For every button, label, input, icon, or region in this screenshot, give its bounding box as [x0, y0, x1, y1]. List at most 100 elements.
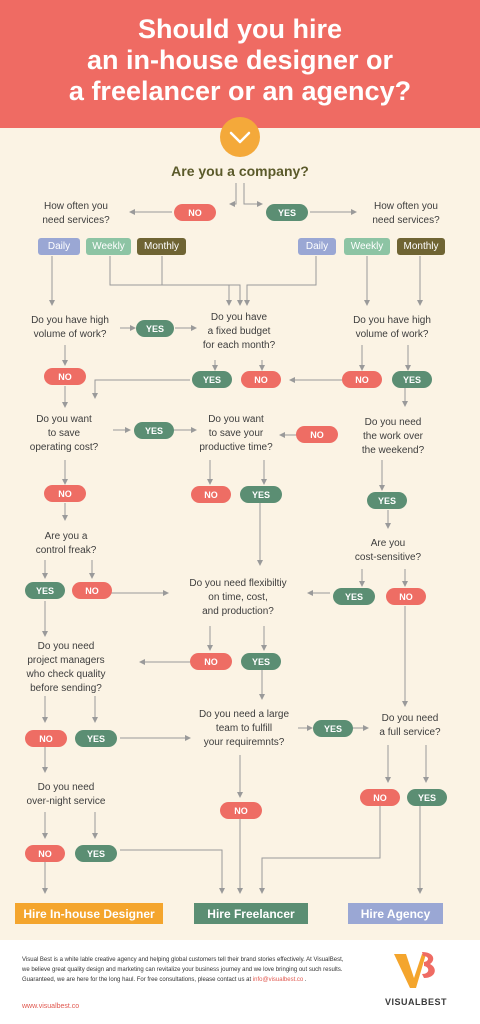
no-label: NO [399, 591, 413, 602]
yes-button[interactable]: YES [313, 720, 353, 737]
question-line: How often you [374, 201, 438, 212]
question-line: the work over [362, 431, 424, 442]
no-label: NO [355, 374, 369, 385]
no-button[interactable]: NO [296, 426, 338, 443]
no-button[interactable]: NO [386, 588, 426, 605]
yes-button[interactable]: YES [192, 371, 232, 388]
question-line: Do you need [37, 641, 95, 652]
tag-label: Daily [47, 241, 71, 252]
no-button[interactable]: NO [44, 485, 86, 502]
question-overnight: Do you need over-night service [27, 781, 106, 809]
question-line: over-night service [26, 796, 106, 807]
yes-button[interactable]: YES [407, 789, 447, 806]
no-button[interactable]: NO [241, 371, 281, 388]
footer-text-end: . [303, 977, 307, 983]
no-label: NO [373, 792, 387, 803]
yes-label: YES [277, 207, 296, 218]
tag-label: Monthly [403, 241, 439, 252]
question-line: Do you want [208, 414, 264, 425]
yes-label: YES [145, 323, 164, 334]
yes-button[interactable]: YES [25, 582, 65, 599]
no-label: NO [58, 371, 72, 382]
yes-button[interactable]: YES [240, 486, 282, 503]
question-line: productive time? [199, 442, 273, 453]
question-how-often-right: How often you need services? [372, 200, 439, 228]
yes-button[interactable]: YES [75, 845, 117, 862]
header-banner: Should you hire an in-house designer or … [0, 0, 480, 128]
question-line: to save your [208, 428, 264, 439]
question-cost-sensitive: Are you cost-sensitive? [355, 537, 421, 565]
question-line: team to fulfill [215, 723, 273, 734]
no-button[interactable]: NO [44, 368, 86, 385]
title-line-1: Should you hire [137, 14, 342, 44]
question-line: a full service? [379, 727, 441, 738]
tag-weekly-right[interactable]: Weekly [344, 238, 390, 255]
yes-label: YES [202, 374, 221, 385]
yes-button[interactable]: YES [392, 371, 432, 388]
no-button[interactable]: NO [220, 802, 262, 819]
question-line: need services? [42, 215, 110, 226]
question-fixed-budget: Do you have a fixed budget for each mont… [203, 311, 275, 353]
question-line: volume of work? [33, 329, 107, 340]
footer-url-link[interactable]: www.visualbest.co [22, 1003, 80, 1010]
question-full-service: Do you need a full service? [379, 712, 440, 740]
yes-label: YES [344, 591, 363, 602]
no-label: NO [204, 489, 218, 500]
tag-daily-right[interactable]: Daily [298, 238, 336, 255]
no-button[interactable]: NO [174, 204, 216, 221]
question-line: Do you have high [31, 315, 109, 326]
question-how-often-left: How often you need services? [42, 200, 109, 228]
no-button[interactable]: NO [25, 730, 67, 747]
tag-label: Monthly [143, 241, 179, 252]
tag-daily-left[interactable]: Daily [38, 238, 80, 255]
question-line: need services? [372, 215, 440, 226]
tag-label: Daily [305, 241, 329, 252]
question-line: to save [47, 428, 81, 439]
question-line: before sending? [30, 683, 102, 694]
question-line: Do you have [210, 312, 268, 323]
result-freelancer[interactable]: Hire Freelancer [194, 903, 308, 924]
yes-label: YES [417, 792, 436, 803]
yes-button[interactable]: YES [134, 422, 174, 439]
yes-button[interactable]: YES [266, 204, 308, 221]
result-label: Hire Freelancer [207, 906, 295, 921]
tag-monthly-right[interactable]: Monthly [397, 238, 445, 255]
yes-button[interactable]: YES [241, 653, 281, 670]
no-button[interactable]: NO [191, 486, 231, 503]
question-high-volume-left: Do you have high volume of work? [31, 314, 109, 342]
question-line: operating cost? [29, 442, 99, 453]
question-company: Are you a company? [171, 163, 309, 179]
chevron-down-icon [220, 117, 260, 157]
page-title: Should you hire an in-house designer or … [0, 14, 480, 107]
question-line: project managers [27, 655, 105, 666]
question-line: control freak? [35, 545, 97, 556]
tag-weekly-left[interactable]: Weekly [86, 238, 131, 255]
result-inhouse[interactable]: Hire In-house Designer [15, 903, 163, 924]
no-button[interactable]: NO [25, 845, 65, 862]
question-line: Do you need flexibiltiy [189, 578, 287, 589]
yes-button[interactable]: YES [136, 320, 174, 337]
question-save-cost: Do you want to save operating cost? [30, 413, 98, 455]
question-line: Do you need [37, 782, 95, 793]
yes-button[interactable]: YES [333, 588, 375, 605]
question-line: and production? [202, 606, 274, 617]
yes-button[interactable]: YES [75, 730, 117, 747]
no-button[interactable]: NO [360, 789, 400, 806]
no-label: NO [188, 207, 202, 218]
question-line: cost-sensitive? [354, 552, 422, 563]
no-button[interactable]: NO [72, 582, 112, 599]
question-large-team: Do you need a large team to fulfill your… [199, 708, 289, 750]
footer-description: Visual Best is a white lable creative ag… [22, 955, 352, 985]
no-button[interactable]: NO [190, 653, 232, 670]
result-agency[interactable]: Hire Agency [348, 903, 443, 924]
footer-email-link[interactable]: info@visualbest.co [252, 977, 304, 983]
question-line: for each month? [202, 340, 276, 351]
yes-button[interactable]: YES [367, 492, 407, 509]
question-line: volume of work? [355, 329, 429, 340]
question-line: Do you have high [353, 315, 431, 326]
yes-label: YES [86, 848, 105, 859]
question-line: a fixed budget [207, 326, 271, 337]
result-label: Hire Agency [360, 906, 431, 921]
no-button[interactable]: NO [342, 371, 382, 388]
tag-monthly-left[interactable]: Monthly [137, 238, 186, 255]
